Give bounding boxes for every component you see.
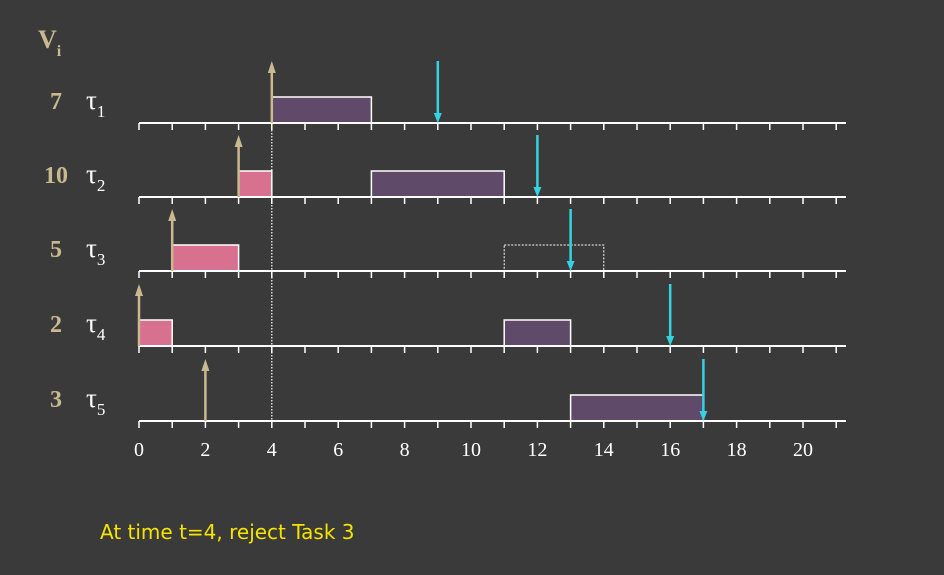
value-header: Vi [38,25,62,60]
task-name: τ5 [86,383,105,419]
deadline-arrowhead [666,336,675,346]
deadline-arrowhead [566,261,575,271]
task-name: τ1 [86,85,105,121]
exec-segment-gray [370,170,505,198]
x-tick-label: 4 [267,439,277,461]
x-tick-label: 12 [527,439,547,461]
exec-segment-pink [138,319,173,347]
release-arrowhead [234,135,243,147]
exec-segment-gray [503,319,572,347]
deadline-arrowhead [433,113,442,123]
task-row-4: 2 τ4 [50,284,846,353]
task-row-3: 5 τ3 [50,209,846,278]
exec-segment-gray [569,394,705,422]
x-tick-label: 10 [461,439,481,461]
deadline-arrowhead [533,187,542,197]
x-tick-label: 14 [594,439,614,461]
task-value: 3 [50,387,62,413]
task-name: τ4 [86,308,106,344]
task-value: 7 [50,89,62,115]
exec-segment-pink [171,244,240,272]
value-header-main: V [38,25,57,54]
task-value: 2 [50,312,62,338]
exec-segment-pink [237,170,273,198]
x-tick-label: 6 [333,439,343,461]
x-tick-label: 2 [200,439,210,461]
task-row-5: 3 τ5 [50,359,846,428]
value-header-sub: i [57,43,62,60]
task-row-1: 7 τ1 [50,61,846,130]
release-arrowhead [168,209,177,221]
exec-segment-rejected [503,244,605,272]
caption: At time t=4, reject Task 3 [100,520,355,544]
x-tick-label: 16 [660,439,680,461]
exec-segment-gray [271,96,373,124]
x-tick-label: 20 [793,439,813,461]
x-tick-label: 0 [134,439,144,461]
x-tick-label: 8 [400,439,410,461]
task-name: τ3 [86,233,105,269]
task-row-2: 10 τ2 [44,135,846,204]
task-value: 5 [50,237,62,263]
release-arrowhead [267,61,276,73]
task-value: 10 [44,163,68,189]
release-arrowhead [135,284,143,296]
release-arrowhead [201,359,210,371]
x-tick-label: 18 [727,439,747,461]
task-name: τ2 [86,159,105,195]
deadline-arrowhead [699,411,708,421]
